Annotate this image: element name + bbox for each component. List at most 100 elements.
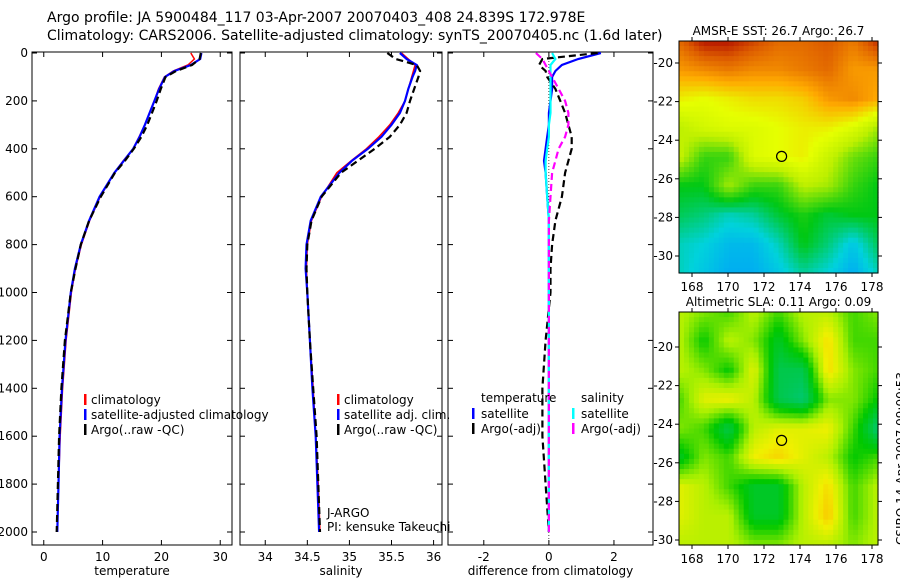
sst-cell [858, 46, 864, 52]
sla-cell [763, 529, 770, 536]
sst-cell [748, 111, 755, 118]
sla-cell [768, 317, 775, 323]
sst-cell [763, 126, 770, 133]
sla-cell [753, 337, 760, 343]
sst-cell [718, 177, 725, 183]
sst-cell [798, 101, 804, 108]
sla-cell [843, 327, 849, 333]
sst-cell [843, 101, 849, 108]
sst-cell [688, 51, 695, 57]
sla-cell [688, 332, 695, 338]
sla-cell [758, 484, 765, 490]
sst-cell [808, 252, 814, 259]
sla-cell [868, 504, 874, 511]
sst-cell [853, 136, 859, 143]
sst-cell [758, 126, 765, 133]
sst-cell [788, 41, 795, 47]
sst-cell [753, 192, 760, 198]
sst-cell [768, 96, 775, 103]
sla-cell [688, 489, 695, 495]
sla-cell [873, 529, 879, 536]
sst-cell [843, 116, 849, 123]
sst-cell [738, 41, 745, 47]
sla-cell [838, 387, 844, 394]
sst-cell [783, 182, 790, 188]
sst-cell [778, 162, 785, 168]
sst-cell [713, 207, 720, 214]
sst-cell [748, 237, 755, 244]
sla-cell [733, 539, 740, 546]
sla-cell [778, 367, 785, 374]
sla-cell [803, 393, 809, 399]
sst-cell [743, 86, 750, 93]
sla-cell [728, 327, 735, 333]
sst-cell [718, 101, 725, 108]
sst-cell [713, 202, 720, 209]
sla-cell [708, 362, 715, 369]
sst-cell [738, 146, 745, 153]
sla-cell [679, 362, 685, 369]
sst-cell [758, 207, 765, 214]
sst-cell [738, 262, 745, 269]
sla-cell [773, 519, 780, 526]
sst-cell [808, 262, 814, 269]
sst-cell [823, 96, 829, 103]
sst-cell [679, 217, 685, 224]
sst-cell [763, 217, 770, 224]
sla-cell [693, 474, 700, 480]
sla-cell [798, 514, 804, 521]
sst-cell [683, 81, 690, 87]
sla-cell [773, 433, 780, 440]
sla-cell [738, 372, 745, 379]
sla-cell [813, 423, 819, 430]
sla-cell [873, 438, 879, 445]
sst-cell [738, 242, 745, 249]
sst-cell [853, 106, 859, 113]
sla-cell [743, 438, 750, 445]
sla-cell [688, 524, 695, 531]
sst-cell [763, 51, 770, 57]
sla-cell [788, 509, 795, 516]
sla-cell [793, 423, 799, 430]
legend-swatch [472, 423, 475, 434]
sla-cell [858, 494, 864, 501]
sst-cell [743, 222, 750, 229]
sst-cell [823, 71, 829, 77]
sst-cell [788, 167, 795, 173]
sla-cell [763, 403, 770, 409]
sla-cell [848, 514, 854, 521]
sst-cell [818, 71, 824, 77]
sla-cell [798, 438, 804, 445]
sla-cell [793, 418, 799, 425]
sst-cell [718, 76, 725, 82]
sla-cell [853, 327, 859, 333]
sla-cell [753, 393, 760, 399]
sla-cell [793, 428, 799, 435]
sla-cell [803, 322, 809, 328]
sla-cell [808, 347, 814, 354]
sst-cell [683, 76, 690, 82]
sla-cell [743, 408, 750, 414]
sst-cell [808, 157, 814, 163]
sst-cell [823, 162, 829, 168]
sst-cell [708, 227, 715, 234]
axes-box [447, 51, 654, 546]
sla-cell [683, 382, 690, 389]
sst-cell [873, 247, 879, 254]
sla-cell [753, 484, 760, 490]
temperature-panel: 0 10 20 30020040060080010001200140016001800… [0, 46, 269, 578]
sst-cell [863, 51, 869, 57]
y-tick-label: 600 [5, 190, 28, 204]
sst-cell [813, 197, 819, 203]
sla-cell [853, 494, 859, 501]
sla-cell [713, 484, 720, 490]
sst-cell [778, 131, 785, 138]
sst-cell [773, 222, 780, 229]
sla-cell [868, 484, 874, 490]
sst-cell [743, 56, 750, 62]
sla-cell [753, 509, 760, 516]
sla-cell [763, 377, 770, 384]
sst-cell [873, 197, 879, 203]
sst-cell [748, 51, 755, 57]
sla-cell [693, 514, 700, 521]
